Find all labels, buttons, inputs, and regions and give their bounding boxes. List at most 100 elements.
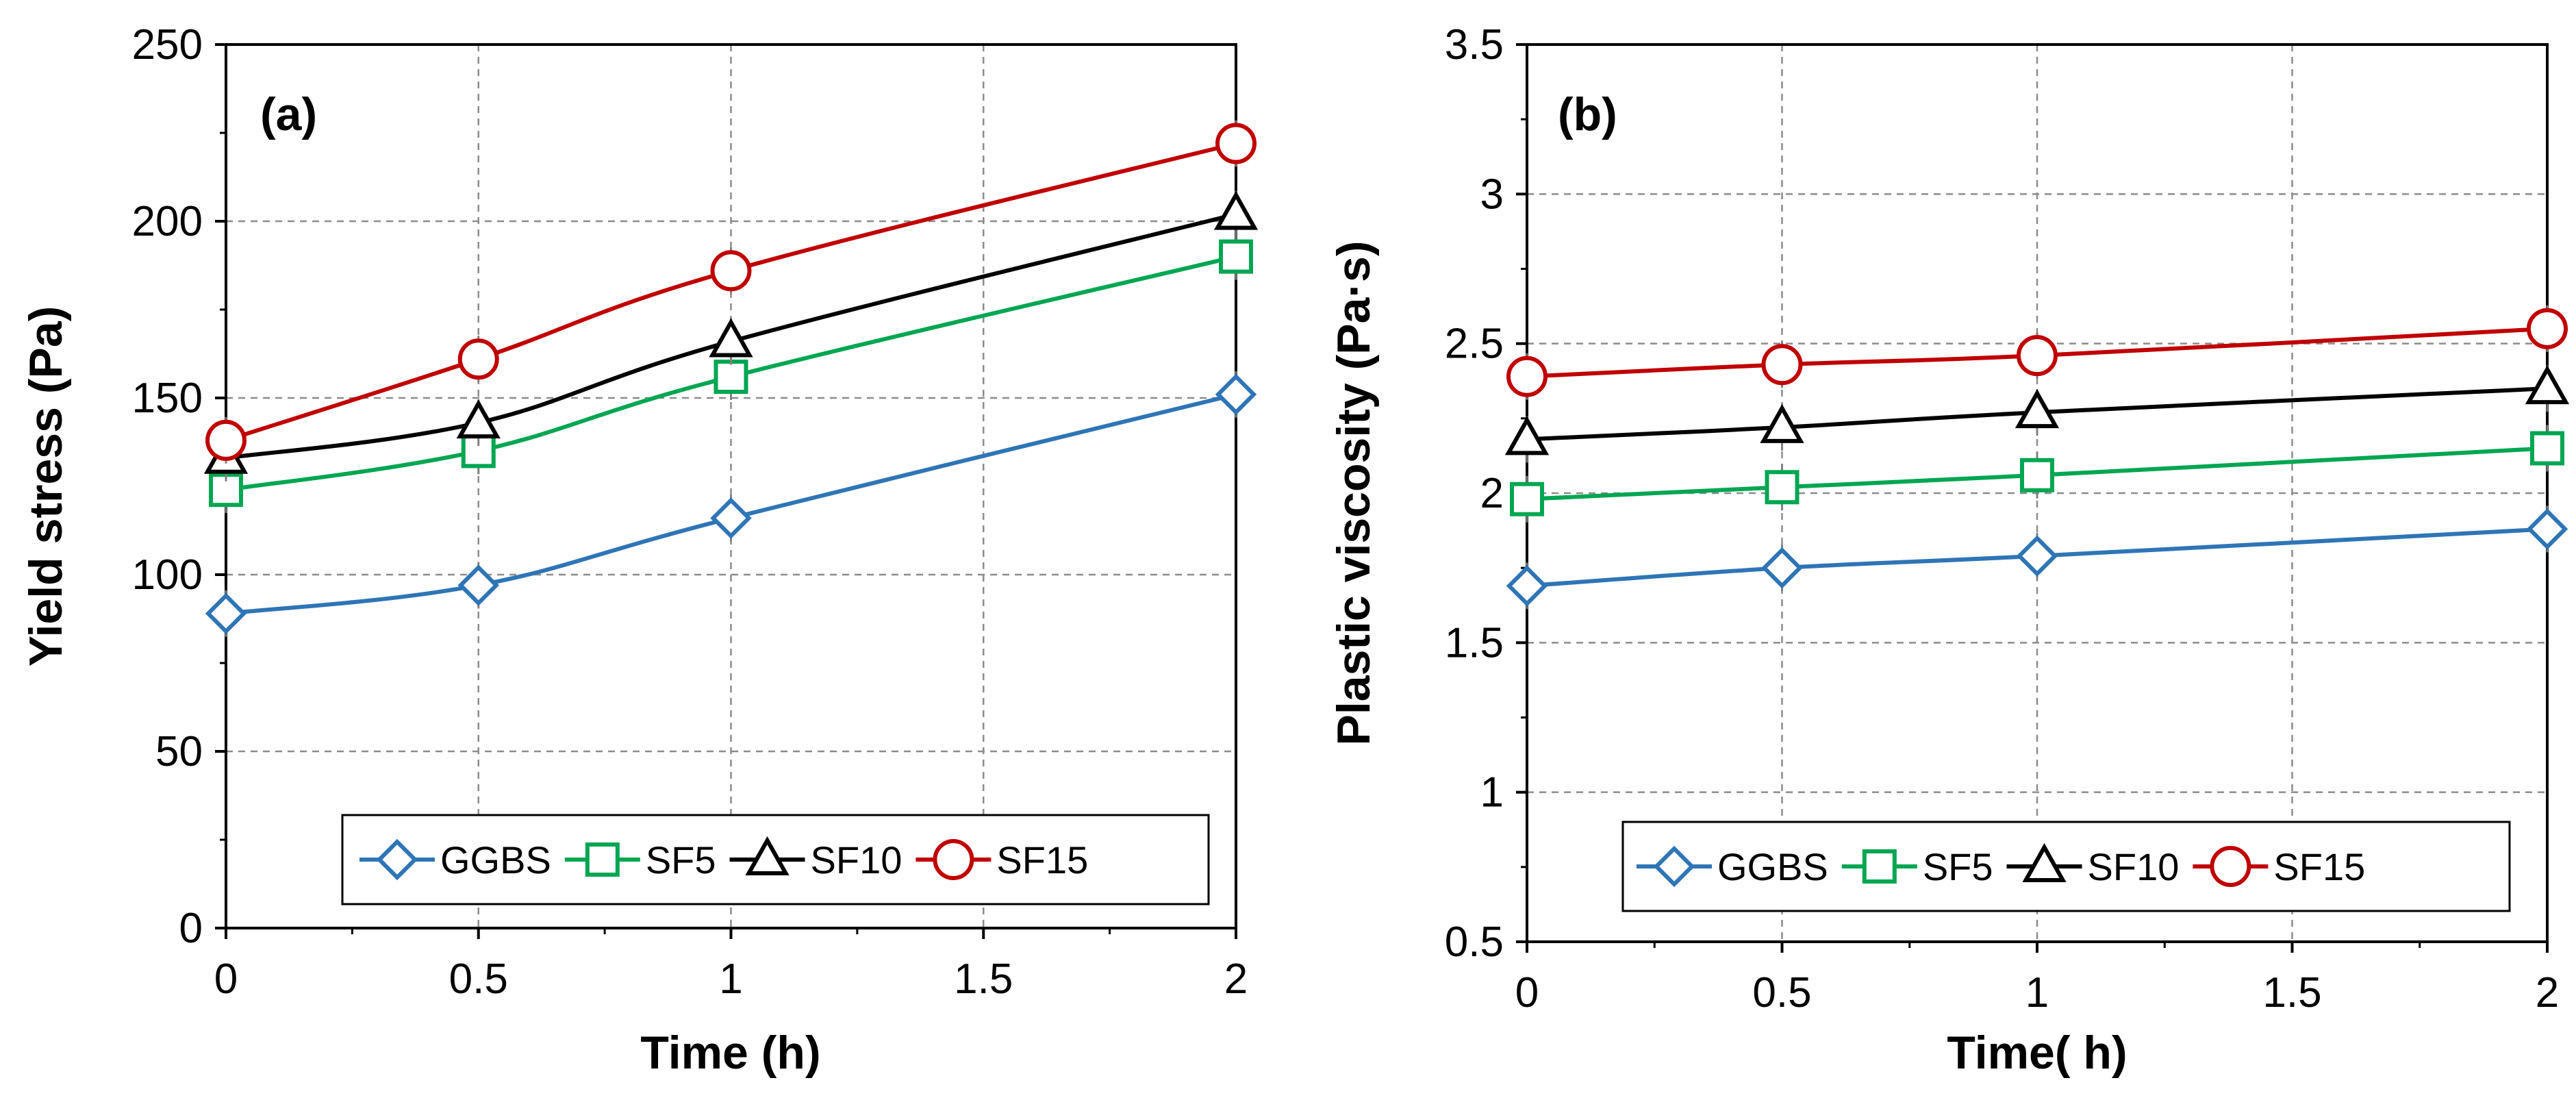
data-point [457, 564, 499, 606]
data-point [1215, 123, 1257, 164]
data-point [2526, 508, 2568, 550]
series-line [225, 392, 1237, 616]
legend-label: SF5 [646, 838, 716, 882]
y-tick-label: 100 [132, 551, 203, 599]
legend-label: SF15 [996, 838, 1088, 882]
y-tick-label: 3.5 [1445, 21, 1504, 68]
data-point [2530, 431, 2564, 466]
y-tick-label: 250 [132, 21, 203, 68]
data-point [710, 250, 752, 292]
data-point [456, 399, 501, 439]
legend-label: SF5 [1923, 845, 1993, 888]
grid [226, 45, 1236, 928]
series-line [225, 141, 1237, 442]
y-tick-label: 3 [1480, 171, 1504, 218]
data-point [2525, 365, 2570, 405]
legend: GGBS SF5 SF10 SF15 [341, 814, 1210, 905]
x-tick-label: 1.5 [2262, 969, 2321, 1016]
legend-marker [376, 838, 418, 881]
data-point [2527, 308, 2568, 349]
x-tick-label: 0 [214, 955, 238, 1003]
series-sf10 [1504, 365, 2570, 463]
data-point [1506, 565, 1548, 607]
x-tick-label: 1 [719, 955, 742, 1003]
series-sf10 [203, 190, 1259, 482]
y-tick-label: 0 [179, 905, 203, 952]
axis-ticks [215, 43, 1237, 939]
data-point [709, 318, 753, 358]
x-tick-label: 2 [1224, 955, 1248, 1003]
y-tick-labels: 0.5 1 1.5 2 2.5 3 3.5 [1445, 21, 1504, 966]
legend-marker [2022, 842, 2067, 882]
y-tick-label: 150 [132, 375, 203, 422]
axis-ticks [1516, 43, 2549, 953]
data-point [2020, 458, 2054, 492]
data-point [1761, 344, 1803, 386]
data-point [714, 360, 748, 395]
y-tick-label: 1 [1480, 769, 1504, 816]
series-ggbs [1506, 505, 2568, 610]
legend-label: SF15 [2273, 845, 2365, 888]
legend-marker [2210, 846, 2251, 887]
data-point [2016, 535, 2058, 577]
series-sf15 [1506, 305, 2568, 400]
y-axis-title: Plastic viscosity (Pa·s) [1328, 240, 1380, 745]
data-point [1215, 373, 1257, 416]
plastic-viscosity-chart: 0.511.522.533.5 0 0.5 1 1.5 2 (b) Time( h) P… [1328, 21, 2570, 1079]
y-tick-label: 1.5 [1445, 619, 1504, 666]
legend-marker [745, 836, 790, 875]
y-tick-label: 200 [132, 198, 203, 245]
y-tick-label: 2 [1480, 470, 1504, 517]
series [1504, 305, 2570, 610]
series-ggbs [205, 371, 1257, 637]
data-point [2015, 388, 2060, 429]
plot-frame [225, 43, 1237, 929]
data-point [710, 497, 752, 539]
series-sf5 [1510, 425, 2564, 523]
data-point [1765, 470, 1800, 505]
x-tick-label: 1.5 [954, 955, 1013, 1003]
series [203, 120, 1259, 637]
legend-item-sf10: SF10 [729, 836, 902, 882]
legend-item-ggbs: GGBS [359, 838, 551, 882]
series-line [225, 212, 1237, 460]
panel-label: (b) [1558, 88, 1617, 140]
series-line [1526, 446, 2548, 501]
data-point [1219, 239, 1253, 274]
series-sf15 [205, 120, 1257, 464]
y-tick-label: 2.5 [1445, 321, 1504, 368]
legend-item-ggbs: GGBS [1637, 845, 1828, 888]
legend: GGBS SF5 SF10 SF15 [1621, 821, 2511, 912]
x-tick-label: 1 [2025, 969, 2049, 1016]
data-point [2017, 335, 2058, 377]
legend-label: GGBS [440, 838, 551, 882]
legend-label: SF10 [2088, 845, 2180, 888]
x-tick-labels: 0 0.5 1 1.5 2 [214, 955, 1248, 1003]
legend-item-sf5: SF5 [1841, 845, 1993, 888]
series-sf5 [209, 233, 1253, 514]
x-tick-label: 0.5 [1752, 969, 1811, 1016]
y-tick-label: 50 [155, 728, 203, 775]
series-line [1526, 527, 2548, 588]
legend-marker [1653, 845, 1695, 888]
x-tick-label: 0.5 [449, 955, 508, 1003]
x-axis-title: Time( h) [1947, 1027, 2127, 1079]
series-line [1526, 326, 2548, 379]
x-tick-labels: 0 0.5 1 1.5 2 [1515, 969, 2559, 1016]
legend-item-sf15: SF15 [916, 838, 1088, 882]
series-line [225, 254, 1237, 492]
legend-item-sf10: SF10 [2006, 842, 2180, 888]
legend-label: GGBS [1717, 845, 1828, 888]
legend-item-sf15: SF15 [2193, 845, 2365, 888]
legend-marker [933, 839, 974, 880]
y-tick-label: 0.5 [1445, 918, 1504, 966]
data-point [205, 419, 247, 461]
panel-label: (a) [260, 88, 317, 140]
data-point [457, 338, 499, 380]
y-tick-labels: 0 50 100 150 200 250 [132, 21, 203, 952]
data-point [1504, 416, 1550, 455]
data-point [1761, 547, 1803, 589]
legend-marker [585, 842, 620, 877]
data-point [1506, 355, 1548, 397]
